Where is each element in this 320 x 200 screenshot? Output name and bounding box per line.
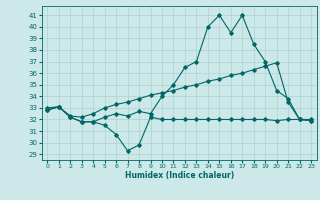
X-axis label: Humidex (Indice chaleur): Humidex (Indice chaleur) — [124, 171, 234, 180]
